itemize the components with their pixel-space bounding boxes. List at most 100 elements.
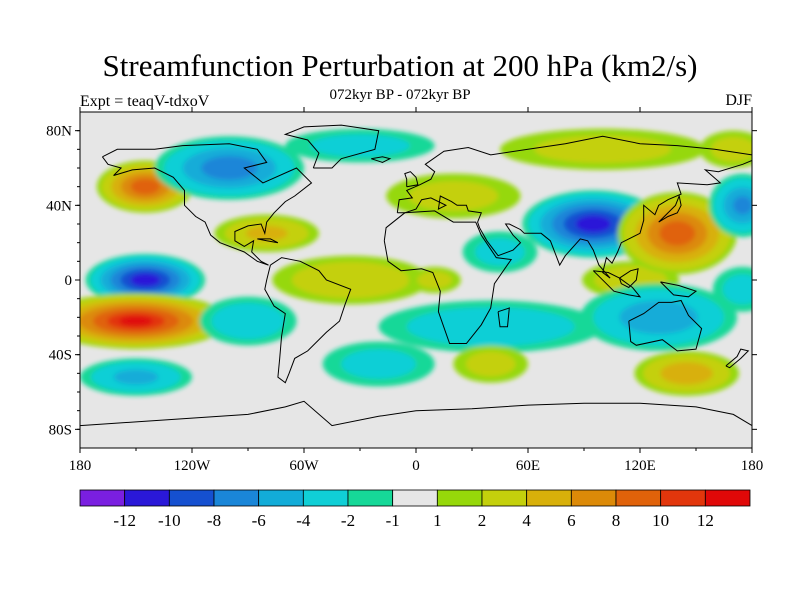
colorbar-box bbox=[79, 489, 126, 507]
colorbar-label: 4 bbox=[522, 511, 531, 530]
lat-tick-label: 80S bbox=[49, 422, 72, 438]
coastline-new-guinea bbox=[660, 281, 698, 298]
colorbar-box bbox=[704, 489, 751, 507]
coastline-greenland bbox=[283, 124, 380, 169]
lat-tick-label: 40S bbox=[49, 348, 72, 364]
lon-tick-label: 60E bbox=[516, 458, 540, 474]
colorbar-box bbox=[570, 489, 617, 507]
chart-title: Streamfunction Perturbation at 200 hPa (… bbox=[102, 48, 698, 83]
colorbar: -12 -10 -8 -6 -4 -2 -1 1 2 4 6 8 10 12 bbox=[79, 489, 751, 530]
contour-level bbox=[534, 135, 672, 164]
anomaly-high-20 bbox=[634, 350, 739, 396]
anomaly-low-6 bbox=[199, 296, 297, 346]
map-plot-area bbox=[79, 111, 753, 449]
colorbar-box bbox=[526, 489, 572, 507]
coastline-iceland bbox=[371, 156, 392, 163]
lat-tick-label: 40N bbox=[46, 198, 72, 214]
colorbar-box bbox=[481, 489, 528, 507]
contour-level bbox=[659, 221, 696, 246]
coastline-japan bbox=[658, 194, 682, 223]
contour-level bbox=[722, 274, 752, 305]
anomaly-high-23 bbox=[699, 130, 752, 168]
colorbar-label: -6 bbox=[252, 511, 266, 530]
lon-tick-label: 180 bbox=[741, 458, 764, 474]
contour-level bbox=[130, 273, 161, 287]
contour-level bbox=[130, 178, 160, 195]
coastline-eurasia bbox=[396, 135, 752, 279]
contour-level bbox=[245, 225, 288, 241]
contour-level bbox=[710, 136, 752, 162]
coastline-borneo bbox=[619, 268, 639, 289]
coastline-antarctica bbox=[80, 400, 752, 427]
colorbar-label: 10 bbox=[652, 511, 669, 530]
colorbar-box bbox=[436, 489, 483, 507]
contour-level bbox=[660, 362, 713, 385]
anomaly-high-8 bbox=[272, 255, 430, 305]
lon-tick-label: 180 bbox=[69, 458, 92, 474]
chart-subtitle: 072kyr BP - 072kyr BP bbox=[329, 87, 471, 103]
colorbar-label: -4 bbox=[296, 511, 311, 530]
coastline-indonesia bbox=[592, 270, 642, 298]
colorbar-label: 8 bbox=[612, 511, 621, 530]
coastlines bbox=[80, 124, 752, 427]
colorbar-box bbox=[660, 489, 706, 507]
contour-level bbox=[465, 351, 516, 377]
colorbar-label: -2 bbox=[341, 511, 355, 530]
anomaly-low-3 bbox=[80, 358, 192, 396]
anomaly-low-12 bbox=[378, 300, 603, 353]
anomaly-low-19 bbox=[580, 283, 738, 351]
coastline-new-zealand bbox=[725, 348, 750, 369]
coastline-british-isles bbox=[404, 171, 419, 188]
contour-level bbox=[619, 300, 698, 335]
contour-level bbox=[211, 302, 285, 340]
anomaly-high-17 bbox=[500, 128, 706, 170]
colorbar-box bbox=[347, 489, 394, 507]
lon-tick-label: 0 bbox=[412, 458, 420, 474]
colorbar-label: -10 bbox=[158, 511, 181, 530]
contour-level bbox=[575, 215, 612, 233]
lon-tick-label: 120E bbox=[624, 458, 656, 474]
contour-level bbox=[408, 181, 499, 211]
coastline-africa bbox=[383, 210, 513, 344]
anomaly-low-1 bbox=[85, 253, 206, 307]
colorbar-box bbox=[124, 489, 170, 507]
contour-field bbox=[80, 128, 752, 396]
colorbar-label: -8 bbox=[207, 511, 221, 530]
colorbar-box bbox=[258, 489, 304, 507]
colorbar-label: -1 bbox=[386, 511, 400, 530]
colorbar-box bbox=[615, 489, 662, 507]
coastline-australia bbox=[628, 299, 703, 352]
colorbar-label: -12 bbox=[113, 511, 136, 530]
anomaly-low-9 bbox=[322, 341, 435, 387]
contour-level bbox=[201, 156, 258, 180]
longitude-axis: 180 120W 60W 0 60E 120E 180 bbox=[69, 107, 764, 474]
anomaly-low-21 bbox=[709, 173, 752, 238]
anomaly-high-18 bbox=[617, 192, 738, 275]
coastline-north-america bbox=[101, 143, 313, 266]
experiment-label: Expt = teaqV-tdxoV bbox=[80, 93, 210, 110]
anomaly-high-2 bbox=[80, 293, 230, 350]
contour-level bbox=[341, 349, 416, 379]
colorbar-label: 12 bbox=[697, 511, 714, 530]
colorbar-label: 1 bbox=[433, 511, 442, 530]
colorbar-label: 2 bbox=[478, 511, 487, 530]
anomaly-low-7 bbox=[285, 128, 435, 163]
lon-tick-label: 120W bbox=[174, 458, 212, 474]
colorbar-box bbox=[213, 489, 260, 507]
contour-level bbox=[113, 369, 159, 385]
lat-tick-label: 80N bbox=[46, 124, 72, 140]
contour-level bbox=[733, 196, 752, 215]
anomaly-high-5 bbox=[214, 214, 319, 252]
contour-level bbox=[310, 134, 410, 157]
contour-level bbox=[406, 307, 575, 347]
contour-level bbox=[417, 271, 453, 289]
anomaly-low-4 bbox=[154, 136, 304, 200]
anomaly-high-14 bbox=[453, 345, 528, 383]
lon-tick-label: 60W bbox=[289, 458, 319, 474]
anomaly-low-13 bbox=[462, 231, 538, 273]
colorbar-box bbox=[392, 489, 438, 507]
anomaly-low-22 bbox=[712, 266, 752, 312]
lat-tick-label: 0 bbox=[65, 273, 73, 289]
season-label: DJF bbox=[725, 92, 752, 109]
